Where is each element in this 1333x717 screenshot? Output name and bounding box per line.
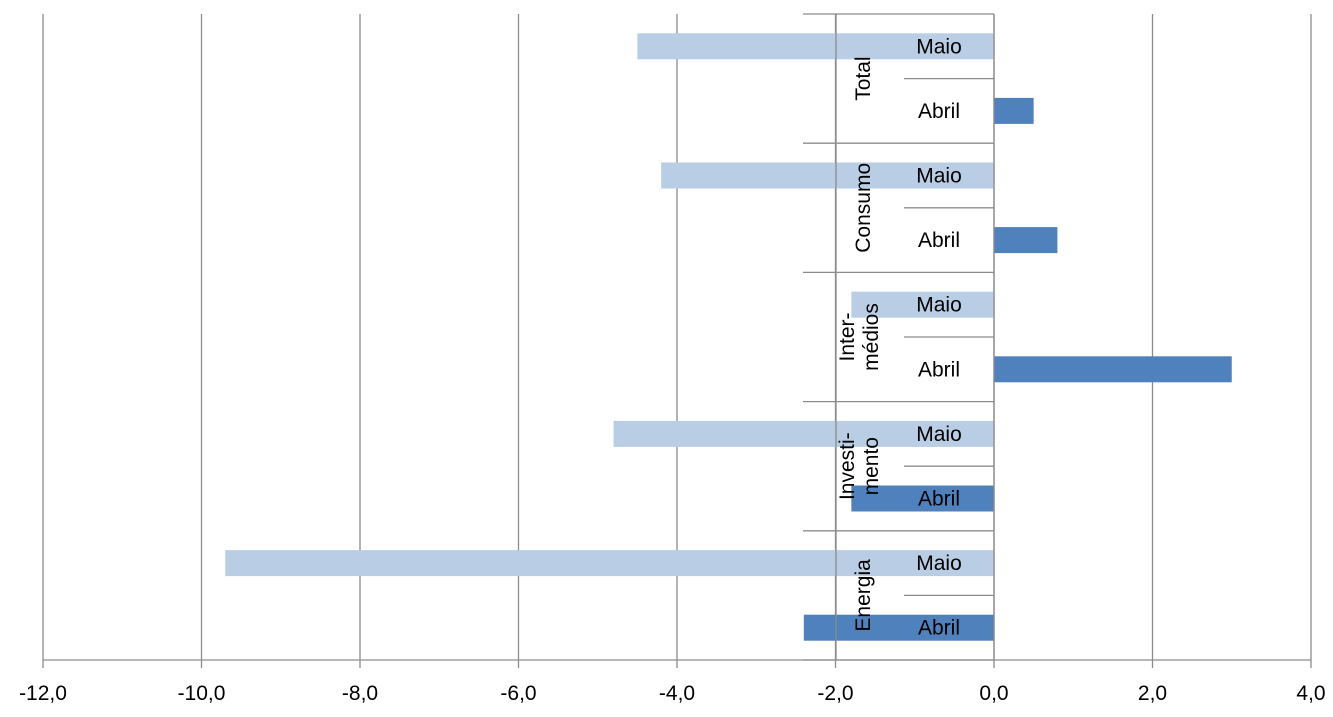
month-label: Abril [918,358,960,381]
month-label: Maio [916,35,962,58]
x-tick-label: -4,0 [659,682,695,705]
x-tick-label: 0,0 [979,682,1008,705]
bar-abril [994,356,1232,383]
bars [225,33,1232,641]
month-label: Abril [918,617,960,640]
bar-maio [851,291,994,318]
month-label: Abril [918,229,960,252]
bar-maio [225,550,994,577]
x-tick-label: -6,0 [500,682,536,705]
group-label-line: Investi- [836,432,859,500]
bar-abril [994,97,1034,124]
group-label: Energia [852,559,875,632]
group-label-line: médios [860,303,883,371]
x-tick-label: -12,0 [19,682,67,705]
x-tick-label: -10,0 [178,682,226,705]
group-label-line: Total [852,56,875,100]
group-label-line: mento [860,437,883,495]
month-label: Maio [916,165,962,188]
group-label: Inter-médios [836,303,883,371]
month-label: Abril [918,100,960,123]
x-tick-label: -8,0 [342,682,378,705]
group-label: Consumo [852,163,875,253]
group-label-line: Energia [852,559,875,632]
bar-abril [803,614,994,641]
x-tick-label: -2,0 [817,682,853,705]
bar-maio [613,420,994,447]
labels: -12,0 -10,0 -8,0 -6,0 -4,0 -2,0 0,0 2,0 4,0 Maio A… [19,35,1326,705]
bar-abril [851,485,994,512]
group-label-line: Inter- [836,312,859,361]
bar-maio [661,162,994,189]
bar-abril [994,227,1058,254]
axes [43,13,1311,661]
x-tick-label: 4,0 [1296,682,1325,705]
x-tick-label: 2,0 [1138,682,1167,705]
group-label: Investi-mento [836,432,883,500]
month-label: Abril [918,488,960,511]
group-label: Total [852,56,875,100]
bar-maio [637,33,994,60]
month-label: Maio [916,423,962,446]
month-label: Maio [916,552,962,575]
group-label-line: Consumo [852,163,875,253]
month-label: Maio [916,294,962,317]
